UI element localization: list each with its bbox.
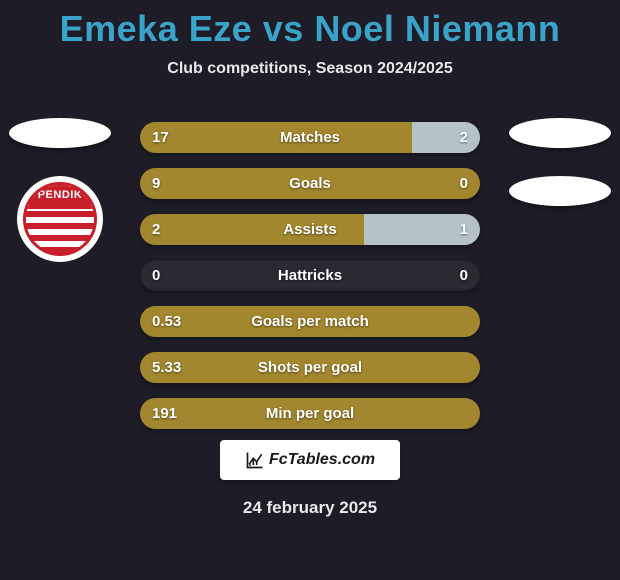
vs-separator: vs xyxy=(252,8,314,49)
stat-row: 191Min per goal xyxy=(140,398,480,429)
club-badge-placeholder xyxy=(509,118,611,148)
stat-row: 0.53Goals per match xyxy=(140,306,480,337)
comparison-title: Emeka Eze vs Noel Niemann xyxy=(0,0,620,50)
club-badge-placeholder xyxy=(9,118,111,148)
stat-row: 90Goals xyxy=(140,168,480,199)
stat-row: 21Assists xyxy=(140,214,480,245)
stat-row: 5.33Shots per goal xyxy=(140,352,480,383)
player1-club-badges: PENDIK xyxy=(0,118,120,262)
stat-label: Matches xyxy=(140,122,480,153)
stat-label: Goals xyxy=(140,168,480,199)
stat-label: Goals per match xyxy=(140,306,480,337)
club-badge-pendik: PENDIK xyxy=(17,176,103,262)
source-label: FcTables.com xyxy=(269,451,375,469)
player1-name: Emeka Eze xyxy=(60,8,253,49)
chart-icon xyxy=(245,450,265,470)
source-badge: FcTables.com xyxy=(220,440,400,480)
stat-label: Assists xyxy=(140,214,480,245)
player2-club-badges xyxy=(500,118,620,206)
stat-row: 00Hattricks xyxy=(140,260,480,291)
club-badge-placeholder xyxy=(509,176,611,206)
stat-label: Hattricks xyxy=(140,260,480,291)
stat-label: Shots per goal xyxy=(140,352,480,383)
stats-list: 172Matches 90Goals 21Assists 00Hattricks 0.5… xyxy=(140,122,480,429)
player2-name: Noel Niemann xyxy=(314,8,560,49)
stat-row: 172Matches xyxy=(140,122,480,153)
season-subtitle: Club competitions, Season 2024/2025 xyxy=(0,60,620,78)
snapshot-date: 24 february 2025 xyxy=(0,498,620,518)
stat-label: Min per goal xyxy=(140,398,480,429)
